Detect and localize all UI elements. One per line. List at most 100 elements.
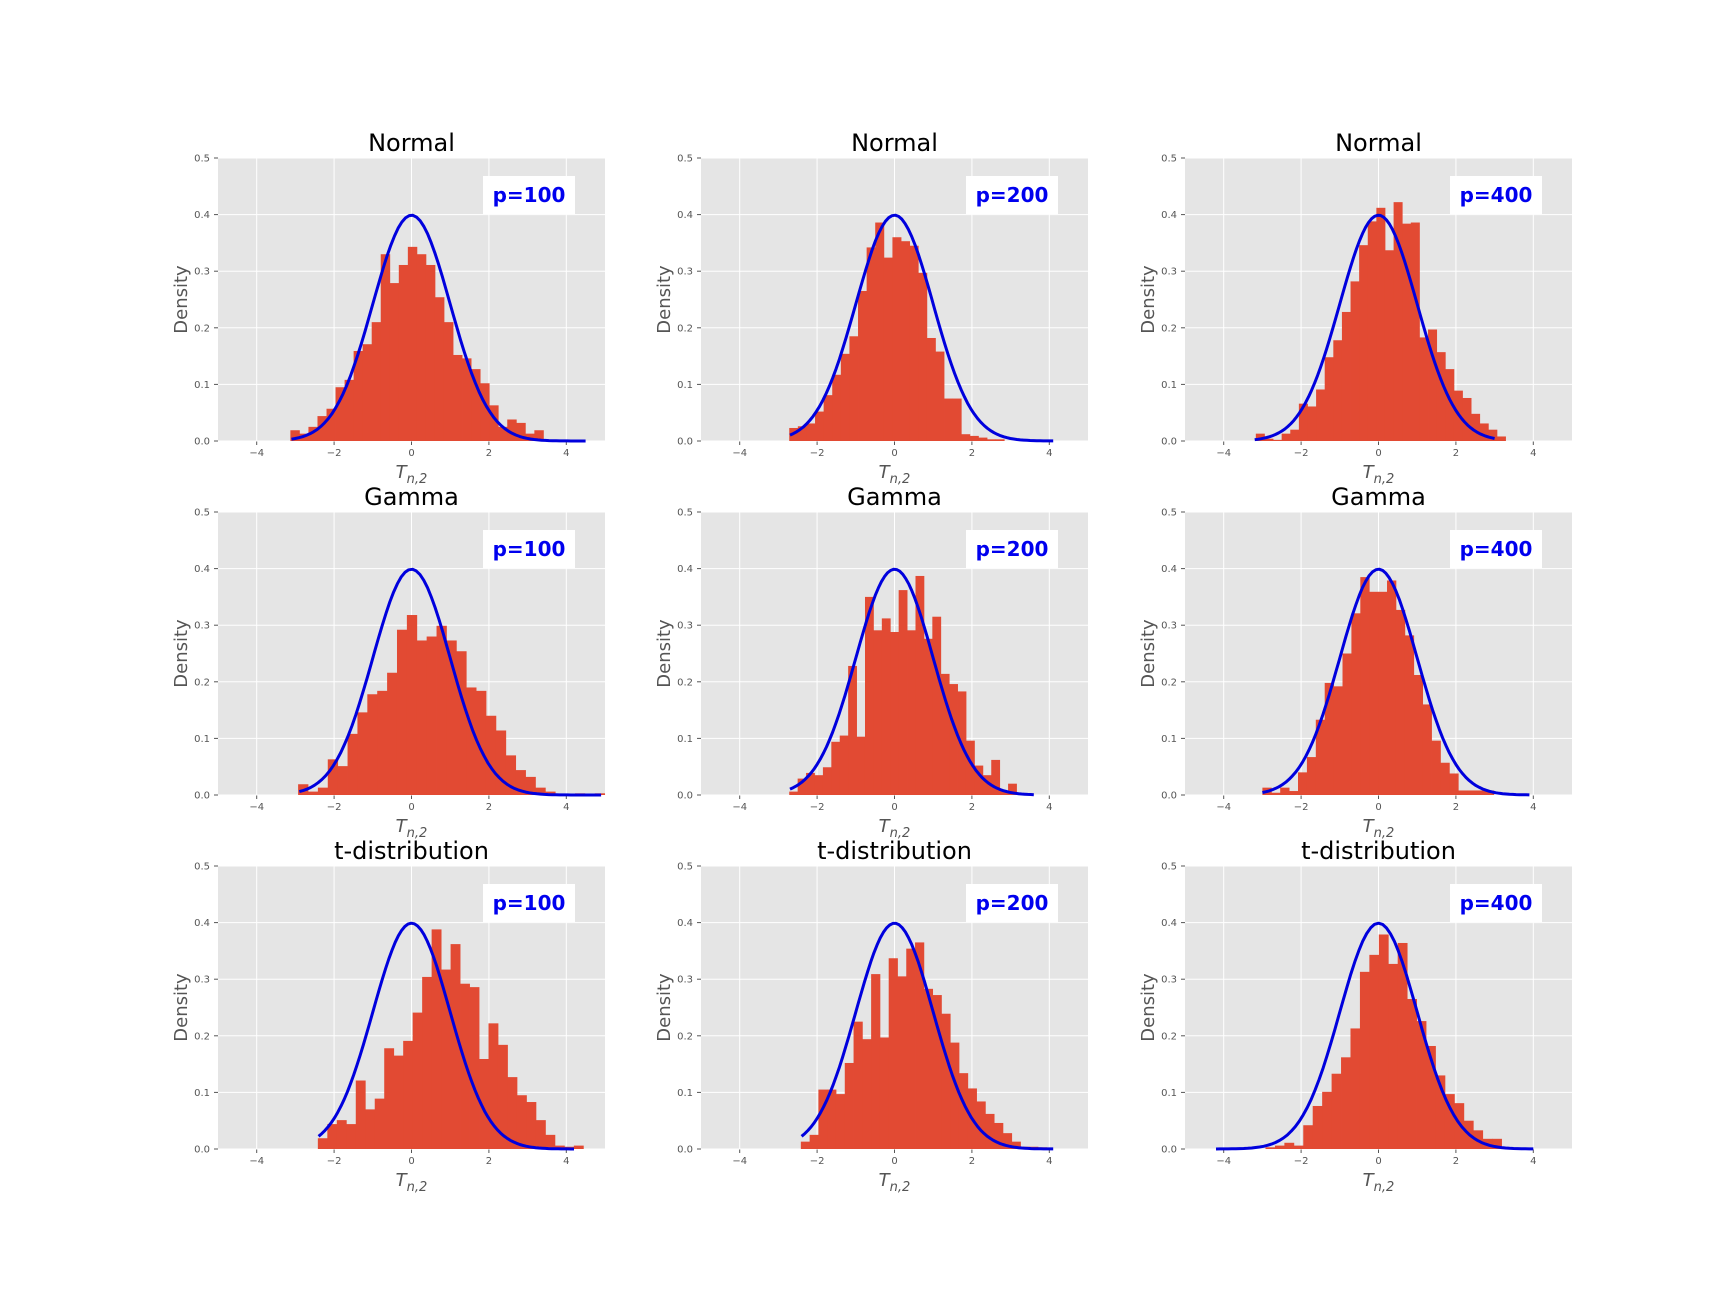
density-curve xyxy=(298,567,602,797)
histogram-bar xyxy=(1322,1091,1332,1149)
histogram-bar xyxy=(347,733,358,795)
histogram-bar xyxy=(1280,787,1290,795)
x-tick-label: 2 xyxy=(486,802,492,813)
histogram-bar xyxy=(412,1012,423,1149)
histogram-bar xyxy=(831,741,841,795)
histogram-bar xyxy=(915,942,925,1149)
histogram-bar xyxy=(374,1098,385,1149)
x-tick-label: −4 xyxy=(249,448,264,459)
histogram-bar xyxy=(1264,438,1274,441)
histogram-bar xyxy=(476,690,487,795)
histogram-bar xyxy=(1404,635,1415,795)
x-axis-label: Tn,2 xyxy=(1363,462,1395,487)
histogram-bar xyxy=(982,775,992,795)
histogram-bar xyxy=(950,1042,960,1149)
histogram-bar xyxy=(1324,682,1335,795)
y-tick-label: 0.2 xyxy=(194,323,210,334)
histogram-bar xyxy=(1476,790,1486,795)
x-tick-label: 4 xyxy=(1046,1156,1052,1167)
histogram-bar xyxy=(862,1039,872,1149)
annotation-label: p=400 xyxy=(1460,183,1533,207)
y-tick-label: 0.5 xyxy=(677,508,693,519)
histogram-bar xyxy=(389,283,400,441)
y-tick-label: 0.5 xyxy=(677,862,693,873)
x-tick-label: 0 xyxy=(408,802,414,813)
histogram-bar xyxy=(881,618,891,795)
y-tick-label: 0.1 xyxy=(677,1088,693,1099)
histogram-bar xyxy=(932,995,942,1149)
histogram-bar xyxy=(818,1089,828,1149)
annotation-box xyxy=(966,176,1058,214)
histogram-bar xyxy=(1436,352,1446,441)
histogram-bar xyxy=(1395,609,1406,795)
histogram-bar xyxy=(355,1080,366,1149)
histogram-bar xyxy=(871,974,881,1149)
histogram-bar xyxy=(317,1138,328,1149)
histogram-bar xyxy=(1307,406,1317,441)
histogram-bar xyxy=(1431,740,1441,795)
x-tick-label: −4 xyxy=(1216,802,1231,813)
histogram-bar xyxy=(1342,653,1352,795)
x-tick-label: 0 xyxy=(891,802,897,813)
annotation-label: p=200 xyxy=(976,183,1049,207)
histogram-bar xyxy=(308,426,318,441)
histogram-bar xyxy=(844,1062,854,1149)
histogram-bar xyxy=(525,776,536,795)
histogram-bar xyxy=(346,1124,357,1149)
histogram-bar xyxy=(1428,329,1438,441)
subplot-6: −4 −2 0 2 4 0.0 0.1 0.2 0.3 0.4 0.5 p=400 Gamma Densi… xyxy=(1138,483,1572,841)
histogram-bar xyxy=(941,1013,951,1149)
x-tick-label: −4 xyxy=(1216,448,1231,459)
histogram-bar xyxy=(371,322,382,441)
histogram-bar xyxy=(545,1134,556,1149)
histogram-bar xyxy=(488,1023,499,1149)
histogram-bar xyxy=(1273,439,1283,441)
histogram-bar xyxy=(1312,1105,1323,1149)
y-tick-label: 0.5 xyxy=(1161,508,1177,519)
y-axis-label: Density xyxy=(1138,973,1159,1042)
histogram-bar xyxy=(1419,337,1429,441)
histogram-bar xyxy=(1410,222,1420,441)
histogram-bar xyxy=(1488,429,1498,441)
histogram-bar xyxy=(534,430,544,441)
histogram-bar xyxy=(797,778,807,795)
histogram-bar xyxy=(1306,757,1317,795)
histogram-bar xyxy=(1471,413,1481,441)
histogram-bar xyxy=(923,638,933,795)
y-tick-label: 0.2 xyxy=(1161,1031,1177,1042)
histogram-bar xyxy=(353,351,364,441)
histogram-bar xyxy=(1271,792,1281,795)
annotation-box xyxy=(483,530,575,568)
density-curve xyxy=(800,921,1054,1151)
density-curve xyxy=(1215,921,1534,1151)
y-tick-label: 0.4 xyxy=(1161,918,1177,929)
histogram-bar xyxy=(873,630,883,795)
histogram-bar xyxy=(1360,577,1370,795)
histogram-bar xyxy=(416,254,427,441)
histogram-bar xyxy=(866,247,876,441)
density-curve xyxy=(789,213,1054,443)
histogram-bar xyxy=(434,297,445,441)
histogram-bar xyxy=(396,629,408,795)
x-tick-label: −4 xyxy=(249,1156,264,1167)
y-axis-label: Density xyxy=(171,973,192,1042)
histogram-bar xyxy=(1303,1125,1314,1149)
density-curve xyxy=(317,921,574,1151)
subplot-title: t-distribution xyxy=(334,837,489,865)
histogram-bar xyxy=(1467,790,1477,795)
x-tick-label: −2 xyxy=(1294,1156,1309,1167)
histogram-bar xyxy=(1008,783,1017,795)
histogram-bar xyxy=(441,969,451,1149)
histogram-bar xyxy=(1290,429,1300,441)
histogram-bar xyxy=(507,419,517,441)
x-tick-label: 0 xyxy=(1375,1156,1381,1167)
y-axis-label: Density xyxy=(171,619,192,688)
histogram-bar xyxy=(1496,436,1506,441)
histogram-bar xyxy=(344,379,355,441)
histogram-bar xyxy=(864,596,874,795)
histogram-bar xyxy=(789,791,799,795)
histogram-bar xyxy=(1351,613,1361,795)
x-tick-label: 0 xyxy=(408,448,414,459)
histogram-bar xyxy=(1435,1075,1446,1149)
y-tick-label: 0.1 xyxy=(1161,734,1177,745)
